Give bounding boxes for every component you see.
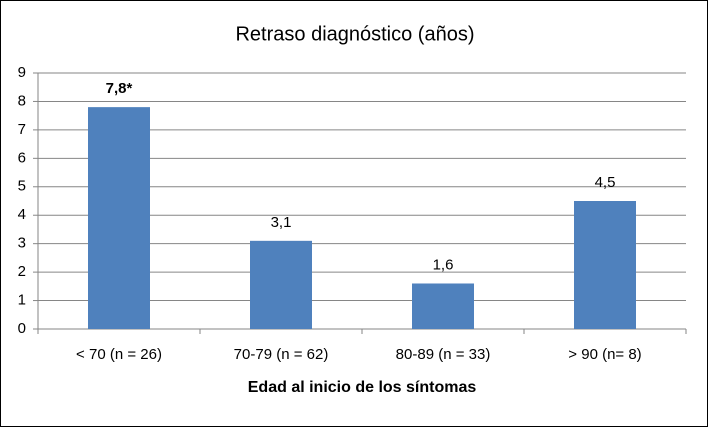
y-tick-label: 1 [18,292,26,309]
y-tick-label: 3 [18,235,26,252]
x-tick-label: < 70 (n = 26) [76,346,162,363]
x-axis-label: Edad al inicio de los síntomas [248,379,477,396]
value-label: 4,5 [595,174,616,191]
value-label: 1,6 [433,256,454,273]
chart-title: Retraso diagnóstico (años) [235,23,474,45]
bar [250,240,312,329]
x-tick-label: > 90 (n= 8) [568,346,641,363]
y-tick-label: 7 [18,121,26,138]
bar [412,283,474,329]
y-tick-label: 0 [18,320,26,337]
y-tick-label: 5 [18,178,26,195]
y-tick-label: 2 [18,263,26,280]
value-label: 7,8* [106,80,133,97]
bar [88,107,150,329]
y-tick-label: 6 [18,149,26,166]
x-tick-label: 70-79 (n = 62) [234,346,329,363]
bar [574,201,636,329]
value-label: 3,1 [271,214,292,231]
y-tick-label: 4 [18,206,26,223]
y-tick-label: 9 [18,64,26,81]
x-tick-label: 80-89 (n = 33) [396,346,491,363]
y-tick-label: 8 [18,92,26,109]
